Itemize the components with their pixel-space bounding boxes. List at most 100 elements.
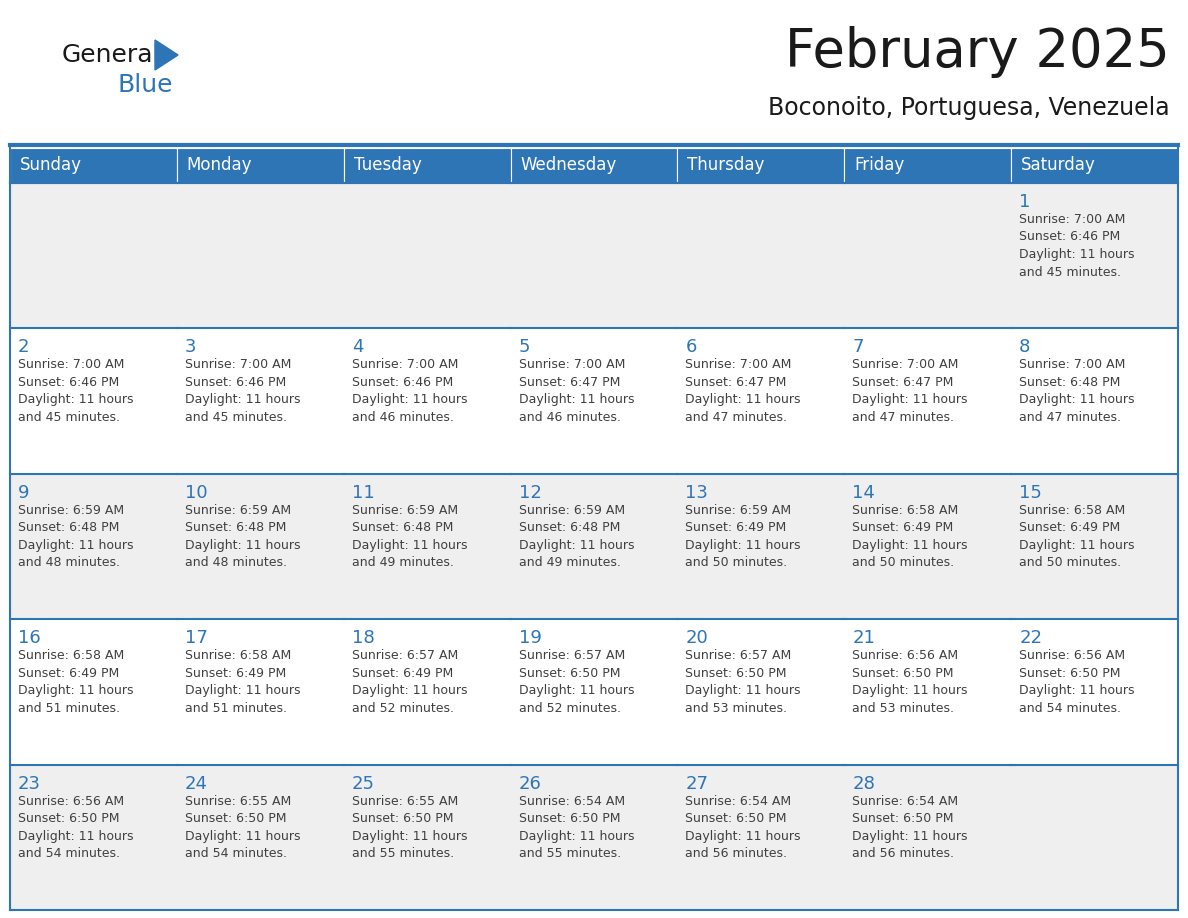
Text: Sunrise: 6:58 AM
Sunset: 6:49 PM
Daylight: 11 hours
and 50 minutes.: Sunrise: 6:58 AM Sunset: 6:49 PM Dayligh… bbox=[1019, 504, 1135, 569]
Bar bbox=[511, 620, 677, 765]
Text: Sunrise: 7:00 AM
Sunset: 6:46 PM
Daylight: 11 hours
and 45 minutes.: Sunrise: 7:00 AM Sunset: 6:46 PM Dayligh… bbox=[1019, 213, 1135, 278]
Text: 15: 15 bbox=[1019, 484, 1042, 502]
Text: 28: 28 bbox=[852, 775, 876, 792]
Text: 5: 5 bbox=[519, 339, 530, 356]
Bar bbox=[845, 329, 1011, 474]
Text: 3: 3 bbox=[185, 339, 196, 356]
Bar bbox=[343, 183, 511, 329]
Text: 6: 6 bbox=[685, 339, 697, 356]
Text: Thursday: Thursday bbox=[688, 156, 765, 174]
Bar bbox=[677, 183, 845, 329]
Bar bbox=[677, 148, 845, 183]
Bar bbox=[10, 765, 177, 910]
Text: 7: 7 bbox=[852, 339, 864, 356]
Text: 21: 21 bbox=[852, 629, 876, 647]
Text: 25: 25 bbox=[352, 775, 374, 792]
Text: 26: 26 bbox=[519, 775, 542, 792]
Bar bbox=[511, 474, 677, 620]
Text: 1: 1 bbox=[1019, 193, 1030, 211]
Text: February 2025: February 2025 bbox=[785, 26, 1170, 78]
Text: 11: 11 bbox=[352, 484, 374, 502]
Bar bbox=[845, 148, 1011, 183]
Bar bbox=[677, 620, 845, 765]
Bar bbox=[511, 148, 677, 183]
Bar bbox=[343, 620, 511, 765]
Text: Sunrise: 6:55 AM
Sunset: 6:50 PM
Daylight: 11 hours
and 54 minutes.: Sunrise: 6:55 AM Sunset: 6:50 PM Dayligh… bbox=[185, 795, 301, 860]
Bar bbox=[177, 765, 343, 910]
Text: 4: 4 bbox=[352, 339, 364, 356]
Text: Sunrise: 6:56 AM
Sunset: 6:50 PM
Daylight: 11 hours
and 53 minutes.: Sunrise: 6:56 AM Sunset: 6:50 PM Dayligh… bbox=[852, 649, 968, 715]
Text: General: General bbox=[62, 43, 160, 67]
Bar bbox=[177, 474, 343, 620]
Bar bbox=[845, 765, 1011, 910]
Bar bbox=[10, 474, 177, 620]
Text: Sunrise: 7:00 AM
Sunset: 6:46 PM
Daylight: 11 hours
and 45 minutes.: Sunrise: 7:00 AM Sunset: 6:46 PM Dayligh… bbox=[18, 358, 133, 424]
Text: 2: 2 bbox=[18, 339, 30, 356]
Bar bbox=[511, 329, 677, 474]
Bar bbox=[177, 183, 343, 329]
Text: 23: 23 bbox=[18, 775, 42, 792]
Text: Sunrise: 7:00 AM
Sunset: 6:46 PM
Daylight: 11 hours
and 46 minutes.: Sunrise: 7:00 AM Sunset: 6:46 PM Dayligh… bbox=[352, 358, 467, 424]
Bar bbox=[845, 183, 1011, 329]
Text: Sunrise: 6:56 AM
Sunset: 6:50 PM
Daylight: 11 hours
and 54 minutes.: Sunrise: 6:56 AM Sunset: 6:50 PM Dayligh… bbox=[1019, 649, 1135, 715]
Bar bbox=[1011, 474, 1178, 620]
Polygon shape bbox=[154, 40, 178, 70]
Bar bbox=[10, 620, 177, 765]
Text: Sunrise: 6:57 AM
Sunset: 6:49 PM
Daylight: 11 hours
and 52 minutes.: Sunrise: 6:57 AM Sunset: 6:49 PM Dayligh… bbox=[352, 649, 467, 715]
Bar bbox=[10, 183, 177, 329]
Text: Sunrise: 7:00 AM
Sunset: 6:48 PM
Daylight: 11 hours
and 47 minutes.: Sunrise: 7:00 AM Sunset: 6:48 PM Dayligh… bbox=[1019, 358, 1135, 424]
Text: Sunday: Sunday bbox=[20, 156, 82, 174]
Text: 13: 13 bbox=[685, 484, 708, 502]
Text: Sunrise: 6:59 AM
Sunset: 6:48 PM
Daylight: 11 hours
and 49 minutes.: Sunrise: 6:59 AM Sunset: 6:48 PM Dayligh… bbox=[519, 504, 634, 569]
Text: 19: 19 bbox=[519, 629, 542, 647]
Text: Sunrise: 7:00 AM
Sunset: 6:47 PM
Daylight: 11 hours
and 47 minutes.: Sunrise: 7:00 AM Sunset: 6:47 PM Dayligh… bbox=[852, 358, 968, 424]
Text: Tuesday: Tuesday bbox=[354, 156, 422, 174]
Bar bbox=[845, 620, 1011, 765]
Text: Saturday: Saturday bbox=[1022, 156, 1095, 174]
Text: Sunrise: 6:58 AM
Sunset: 6:49 PM
Daylight: 11 hours
and 51 minutes.: Sunrise: 6:58 AM Sunset: 6:49 PM Dayligh… bbox=[18, 649, 133, 715]
Bar bbox=[1011, 183, 1178, 329]
Bar bbox=[343, 148, 511, 183]
Text: 12: 12 bbox=[519, 484, 542, 502]
Text: Sunrise: 6:59 AM
Sunset: 6:48 PM
Daylight: 11 hours
and 48 minutes.: Sunrise: 6:59 AM Sunset: 6:48 PM Dayligh… bbox=[18, 504, 133, 569]
Text: Sunrise: 6:58 AM
Sunset: 6:49 PM
Daylight: 11 hours
and 50 minutes.: Sunrise: 6:58 AM Sunset: 6:49 PM Dayligh… bbox=[852, 504, 968, 569]
Text: Friday: Friday bbox=[854, 156, 904, 174]
Bar bbox=[177, 148, 343, 183]
Text: Sunrise: 7:00 AM
Sunset: 6:46 PM
Daylight: 11 hours
and 45 minutes.: Sunrise: 7:00 AM Sunset: 6:46 PM Dayligh… bbox=[185, 358, 301, 424]
Bar bbox=[845, 474, 1011, 620]
Text: Wednesday: Wednesday bbox=[520, 156, 617, 174]
Bar bbox=[10, 329, 177, 474]
Text: Sunrise: 6:58 AM
Sunset: 6:49 PM
Daylight: 11 hours
and 51 minutes.: Sunrise: 6:58 AM Sunset: 6:49 PM Dayligh… bbox=[185, 649, 301, 715]
Text: Sunrise: 6:55 AM
Sunset: 6:50 PM
Daylight: 11 hours
and 55 minutes.: Sunrise: 6:55 AM Sunset: 6:50 PM Dayligh… bbox=[352, 795, 467, 860]
Bar bbox=[1011, 620, 1178, 765]
Text: 16: 16 bbox=[18, 629, 40, 647]
Text: Sunrise: 6:56 AM
Sunset: 6:50 PM
Daylight: 11 hours
and 54 minutes.: Sunrise: 6:56 AM Sunset: 6:50 PM Dayligh… bbox=[18, 795, 133, 860]
Bar bbox=[177, 329, 343, 474]
Bar bbox=[343, 329, 511, 474]
Bar bbox=[1011, 765, 1178, 910]
Text: Sunrise: 6:57 AM
Sunset: 6:50 PM
Daylight: 11 hours
and 52 minutes.: Sunrise: 6:57 AM Sunset: 6:50 PM Dayligh… bbox=[519, 649, 634, 715]
Text: Sunrise: 6:54 AM
Sunset: 6:50 PM
Daylight: 11 hours
and 56 minutes.: Sunrise: 6:54 AM Sunset: 6:50 PM Dayligh… bbox=[852, 795, 968, 860]
Text: 9: 9 bbox=[18, 484, 30, 502]
Text: 22: 22 bbox=[1019, 629, 1042, 647]
Text: 10: 10 bbox=[185, 484, 208, 502]
Bar bbox=[1011, 148, 1178, 183]
Text: Sunrise: 6:57 AM
Sunset: 6:50 PM
Daylight: 11 hours
and 53 minutes.: Sunrise: 6:57 AM Sunset: 6:50 PM Dayligh… bbox=[685, 649, 801, 715]
Text: Sunrise: 6:59 AM
Sunset: 6:48 PM
Daylight: 11 hours
and 49 minutes.: Sunrise: 6:59 AM Sunset: 6:48 PM Dayligh… bbox=[352, 504, 467, 569]
Text: 14: 14 bbox=[852, 484, 876, 502]
Text: Blue: Blue bbox=[118, 73, 173, 97]
Bar bbox=[343, 765, 511, 910]
Text: Sunrise: 6:59 AM
Sunset: 6:49 PM
Daylight: 11 hours
and 50 minutes.: Sunrise: 6:59 AM Sunset: 6:49 PM Dayligh… bbox=[685, 504, 801, 569]
Bar bbox=[511, 765, 677, 910]
Text: Monday: Monday bbox=[187, 156, 252, 174]
Text: Sunrise: 6:54 AM
Sunset: 6:50 PM
Daylight: 11 hours
and 55 minutes.: Sunrise: 6:54 AM Sunset: 6:50 PM Dayligh… bbox=[519, 795, 634, 860]
Text: Sunrise: 7:00 AM
Sunset: 6:47 PM
Daylight: 11 hours
and 47 minutes.: Sunrise: 7:00 AM Sunset: 6:47 PM Dayligh… bbox=[685, 358, 801, 424]
Bar bbox=[677, 329, 845, 474]
Bar bbox=[10, 148, 177, 183]
Text: 27: 27 bbox=[685, 775, 708, 792]
Text: Sunrise: 7:00 AM
Sunset: 6:47 PM
Daylight: 11 hours
and 46 minutes.: Sunrise: 7:00 AM Sunset: 6:47 PM Dayligh… bbox=[519, 358, 634, 424]
Bar bbox=[1011, 329, 1178, 474]
Bar bbox=[177, 620, 343, 765]
Bar bbox=[677, 474, 845, 620]
Text: Boconoito, Portuguesa, Venezuela: Boconoito, Portuguesa, Venezuela bbox=[769, 96, 1170, 120]
